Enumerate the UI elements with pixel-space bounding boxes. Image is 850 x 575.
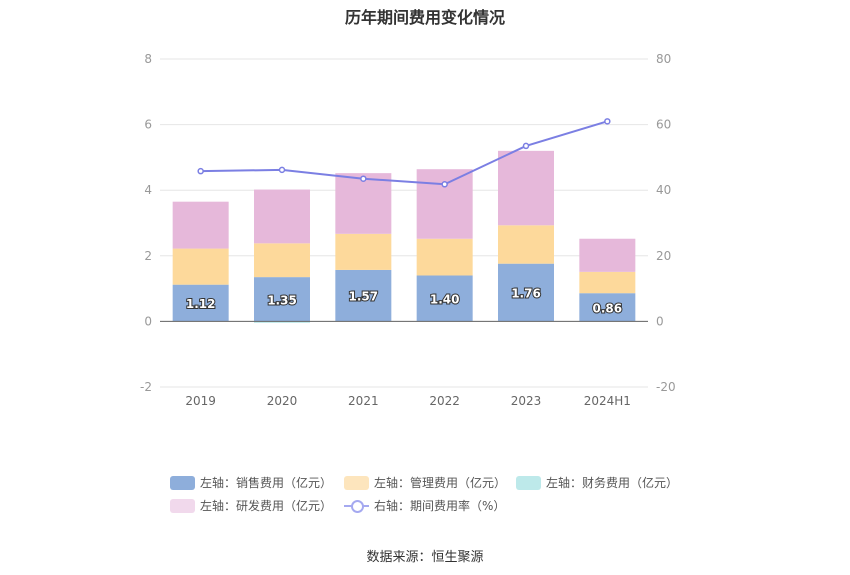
data-label: 1.12	[186, 297, 216, 311]
bar-segment	[579, 271, 636, 294]
legend-swatch-admin	[344, 475, 369, 490]
x-axis-tick-label: 2024H1	[584, 394, 631, 408]
bar-segment	[172, 201, 229, 249]
data-label: 1.57	[349, 290, 379, 304]
legend-label-sales: 左轴：销售费用（亿元）	[200, 476, 333, 490]
x-axis-tick-label: 2023	[511, 394, 542, 408]
bar-segment	[416, 275, 473, 322]
expense-rate-point	[278, 166, 286, 174]
expense-rate-point	[441, 181, 448, 188]
bar-segment	[335, 173, 392, 234]
chart-title: 历年期间费用变化情况	[344, 8, 505, 27]
expense-rate-line	[200, 120, 608, 186]
data-label: 1.76	[511, 287, 541, 301]
bar-segment	[335, 233, 392, 270]
expense-rate-point	[522, 142, 530, 150]
x-axis-tick-label: 2022	[429, 394, 460, 408]
bar-segment	[254, 321, 310, 323]
bar-segment	[498, 225, 554, 264]
right-axis-tick-label: 20	[656, 249, 671, 263]
left-axis-tick-label: 2	[144, 249, 152, 263]
x-axis-tick-label: 2020	[267, 394, 298, 408]
legend-item-admin[interactable]: 左轴：管理费用（亿元）	[344, 474, 506, 491]
expense-rate-point	[197, 167, 204, 175]
legend-line-icon	[344, 499, 369, 513]
legend-item-finance[interactable]: 左轴：财务费用（亿元）	[516, 474, 678, 491]
expense-rate-point	[360, 175, 367, 182]
bar-segment	[254, 277, 310, 322]
legend-swatch-sales	[170, 475, 195, 490]
x-axis-tick-label: 2021	[348, 394, 379, 408]
bar-segment	[172, 248, 229, 285]
bar-segment	[172, 284, 229, 322]
legend-label-rd: 左轴：研发费用（亿元）	[200, 499, 333, 513]
legend-item-rd[interactable]: 左轴：研发费用（亿元）	[170, 497, 332, 514]
right-axis-tick-label: 60	[656, 118, 671, 132]
right-axis-tick-label: 80	[656, 52, 671, 66]
data-source: 数据来源：恒生聚源	[366, 550, 484, 565]
left-axis-tick-label: 4	[144, 183, 152, 197]
bar-segment	[498, 150, 554, 226]
legend-swatch-finance	[516, 475, 541, 490]
bar-segment	[254, 243, 310, 278]
legend-item-expense-rate[interactable]: 右轴：期间费用率（%）	[344, 497, 505, 514]
bar-segment	[335, 269, 392, 322]
legend-item-sales[interactable]: 左轴：销售费用（亿元）	[170, 474, 332, 491]
data-label: 0.86	[593, 301, 623, 315]
legend-swatch-rd	[170, 498, 195, 513]
bar-segment	[416, 238, 473, 276]
legend-label-finance: 左轴：财务费用（亿元）	[546, 476, 679, 490]
right-axis-tick-label: 0	[656, 314, 664, 328]
left-axis-tick-label: 6	[144, 118, 152, 132]
bar-segment	[579, 293, 636, 322]
left-axis-tick-label: -2	[140, 380, 152, 394]
bar-segment	[498, 263, 554, 322]
data-label: 1.40	[430, 292, 460, 306]
legend-label-expense-rate: 右轴：期间费用率（%）	[374, 499, 506, 513]
bar-segment	[416, 169, 473, 239]
chart-canvas: -2 -20 0 0 2 20 4 40 6 60 8 80 2019 2020 2021 2022 2023 2…	[140, 52, 676, 408]
bar-segment	[254, 189, 310, 244]
data-label: 1.35	[267, 293, 297, 307]
bar-segment	[579, 238, 636, 272]
right-axis-tick-label: -20	[656, 380, 676, 394]
legend-label-admin: 左轴：管理费用（亿元）	[374, 476, 507, 490]
right-axis-tick-label: 40	[656, 183, 671, 197]
x-axis-tick-label: 2019	[185, 394, 216, 408]
expense-rate-point	[604, 118, 611, 125]
left-axis-tick-label: 0	[144, 314, 152, 328]
left-axis-tick-label: 8	[144, 52, 152, 66]
